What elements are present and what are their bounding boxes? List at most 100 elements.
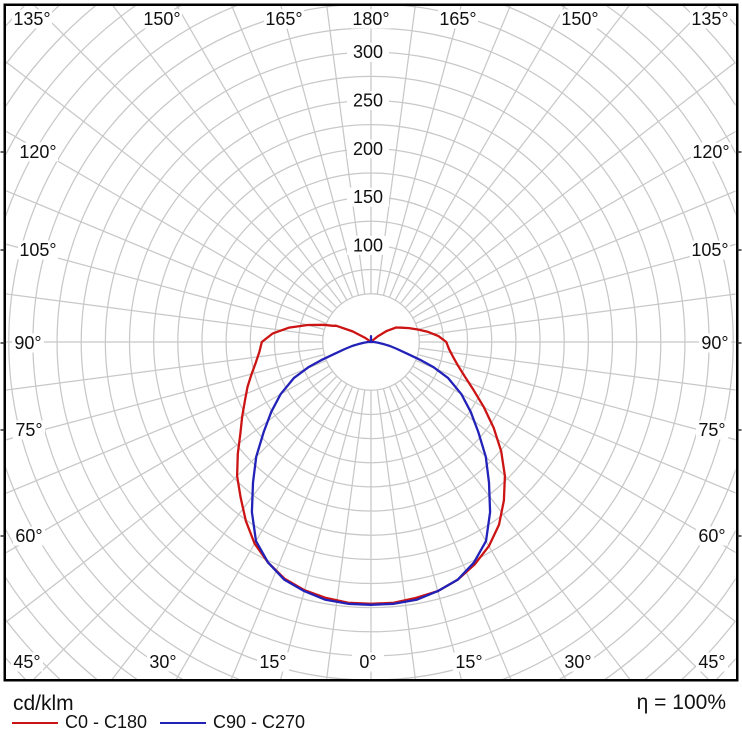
axis-labels: 135° 150° 165° 180° 165° 150° 135° 120° 105° 90° 7… xyxy=(11,9,731,672)
angle-label-bottom-bg xyxy=(453,652,485,672)
grid-spoke xyxy=(388,386,512,680)
angle-label-top-bg xyxy=(12,9,52,29)
grid-spoke xyxy=(415,190,736,325)
radial-tick-label-bg xyxy=(347,235,389,255)
legend-line-red xyxy=(12,721,58,724)
angle-label-bottom: 15° xyxy=(259,652,286,672)
angle-label-bottom-bg xyxy=(257,652,289,672)
angle-label-right-bg xyxy=(696,420,728,440)
grid-spoke xyxy=(175,383,348,680)
grid-spoke xyxy=(382,388,463,680)
edge-ticks xyxy=(0,151,742,537)
angle-label-top: 165° xyxy=(265,9,302,29)
grid-spoke xyxy=(5,293,324,337)
grid-spoke xyxy=(382,5,462,296)
radial-tick-label: 100 xyxy=(353,235,383,255)
grid-spoke xyxy=(5,347,324,391)
angle-label-bottom-bg xyxy=(352,652,384,672)
radial-tick-label-bg xyxy=(347,91,389,110)
grid-spoke xyxy=(326,5,366,295)
angle-label-bottom-bg xyxy=(696,652,728,672)
angle-label-bottom: 30° xyxy=(564,652,591,672)
grid-spoke xyxy=(417,243,736,331)
angle-label-right-bg xyxy=(699,333,731,353)
angle-label-top-bg xyxy=(690,9,730,29)
units-label: cd/klm xyxy=(13,692,74,715)
angle-label-left: 120° xyxy=(19,142,56,162)
radial-tick-label: 250 xyxy=(353,91,383,111)
grid-spoke xyxy=(399,379,631,680)
angle-label-left: 90° xyxy=(14,333,41,353)
grid-spoke xyxy=(418,293,736,337)
angle-label-left-bg xyxy=(18,142,58,162)
radial-tick-label: 300 xyxy=(353,42,383,62)
grid-spoke xyxy=(279,388,360,680)
angle-label-top: 135° xyxy=(13,9,50,29)
grid-spoke xyxy=(5,189,327,325)
grid-spoke xyxy=(415,359,736,494)
grid-spoke xyxy=(408,370,736,623)
grid-spoke xyxy=(175,5,348,301)
grid-spoke xyxy=(404,375,710,680)
angle-label-bottom: 15° xyxy=(455,652,482,672)
grid-spoke xyxy=(394,383,567,680)
angle-label-top: 150° xyxy=(561,9,598,29)
angle-label-top: 180° xyxy=(352,9,389,29)
angle-label-right: 75° xyxy=(698,420,725,440)
radial-tick-label-bg xyxy=(347,187,389,207)
angle-label-right: 60° xyxy=(698,526,725,546)
grid-spoke xyxy=(5,365,330,554)
angle-label-right: 90° xyxy=(701,333,728,353)
angle-label-top-bg xyxy=(438,9,478,29)
legend-item-c90-c270: C90 - C270 xyxy=(160,712,305,733)
angle-label-top: 150° xyxy=(143,9,180,29)
angle-label-bottom-bg xyxy=(562,652,594,672)
grid-spoke xyxy=(33,5,338,309)
grid-spoke xyxy=(399,5,630,305)
grid-spoke xyxy=(111,379,343,680)
grid-spoke xyxy=(325,389,366,680)
angle-label-bottom: 30° xyxy=(149,652,176,672)
grid-spoke xyxy=(230,5,354,298)
grid-spoke xyxy=(112,5,343,305)
radial-tick-label: 150 xyxy=(353,187,383,207)
grid-spoke xyxy=(5,130,330,319)
angle-label-left-bg xyxy=(13,420,45,440)
angle-label-right-bg xyxy=(690,240,730,260)
angle-label-left: 60° xyxy=(15,526,42,546)
angle-label-top-bg xyxy=(560,9,600,29)
radial-tick-label-bg xyxy=(347,139,389,159)
angle-label-left-bg xyxy=(12,333,44,353)
plot-border xyxy=(3,3,739,682)
grid-spoke xyxy=(5,370,334,624)
radial-tick-label-bg xyxy=(347,42,389,62)
angle-label-right-bg xyxy=(691,142,731,162)
grid-spoke xyxy=(230,386,354,680)
angle-label-bottom: 0° xyxy=(359,652,376,672)
grid-spoke xyxy=(408,61,736,314)
grid-spoke xyxy=(417,353,736,441)
angle-label-right: 105° xyxy=(691,240,728,260)
angle-label-bottom: 45° xyxy=(698,652,725,672)
angle-label-left-bg xyxy=(13,526,45,546)
grid-spoke xyxy=(412,130,736,319)
radial-tick-label: 200 xyxy=(353,139,383,159)
angle-label-bottom: 45° xyxy=(13,652,40,672)
angle-label-right: 120° xyxy=(692,142,729,162)
legend-label-c0-c180: C0 - C180 xyxy=(65,712,148,732)
grid-spoke xyxy=(5,353,325,441)
angle-label-top-bg xyxy=(351,9,391,29)
grid-spoke xyxy=(394,5,567,301)
angle-label-top: 165° xyxy=(439,9,476,29)
grid-spoke xyxy=(404,5,709,309)
angle-label-bottom-bg xyxy=(11,652,43,672)
legend-item-c0-c180: C0 - C180 xyxy=(12,712,147,733)
angle-label-left: 75° xyxy=(15,420,42,440)
legend-label-c90-c270: C90 - C270 xyxy=(213,712,306,732)
grid-spoke xyxy=(5,243,325,331)
grid-spoke xyxy=(376,5,416,295)
legend-line-blue xyxy=(160,721,206,724)
